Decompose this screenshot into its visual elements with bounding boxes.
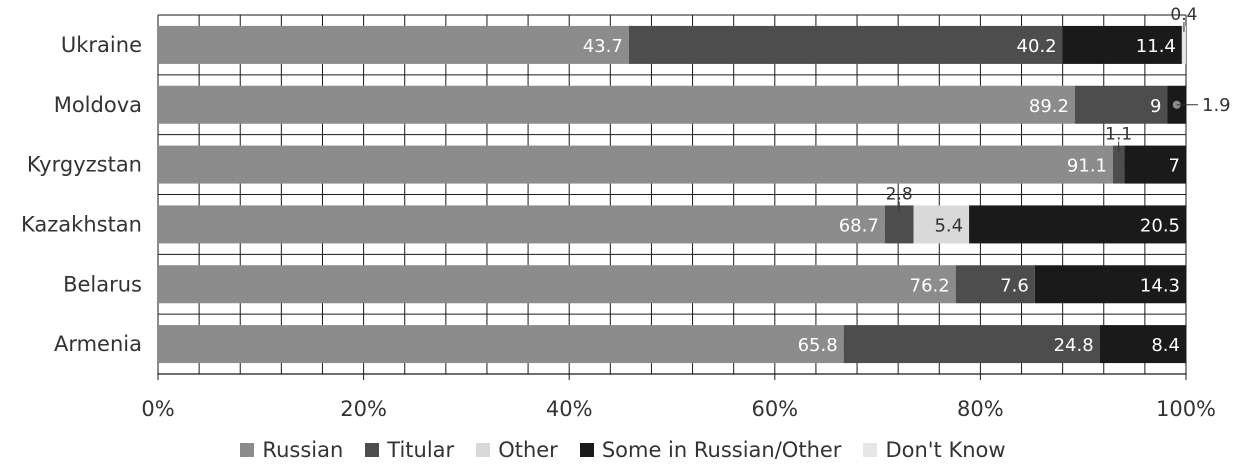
stacked-bar-chart: Ukraine 43.7 40.2 11.4 Moldova 89.2 9 Kyrgyzsta… xyxy=(21,5,1231,421)
bar-segment xyxy=(913,205,970,244)
data-label: 24.8 xyxy=(1054,335,1094,356)
bar-segment xyxy=(158,325,844,364)
callout-label: 1.9 xyxy=(1202,95,1231,116)
data-label: 5.4 xyxy=(934,215,963,236)
bar-segment xyxy=(1124,145,1186,184)
legend-label: Don't Know xyxy=(885,438,1006,462)
callout-label: 2.8 xyxy=(886,184,913,204)
data-label: 65.8 xyxy=(798,335,838,356)
category-label: Belarus xyxy=(63,272,142,296)
bar-segment xyxy=(1062,25,1182,64)
callout-label: 0.4 xyxy=(1170,5,1197,25)
bar-segment xyxy=(969,205,1186,244)
callout-label: 1.1 xyxy=(1105,125,1132,145)
data-label: 91.1 xyxy=(1067,156,1107,177)
data-label: 20.5 xyxy=(1140,215,1180,236)
legend-item: Other xyxy=(476,438,558,462)
category-label: Ukraine xyxy=(61,33,142,57)
legend-label: Russian xyxy=(262,438,344,462)
data-label: 14.3 xyxy=(1140,275,1180,296)
bar-segment xyxy=(1099,325,1186,364)
x-tick-label: 80% xyxy=(957,397,1004,421)
data-label: 89.2 xyxy=(1029,96,1069,117)
legend-item: Don't Know xyxy=(863,438,1006,462)
legend-item: Some in Russian/Other xyxy=(579,438,842,462)
bar-segment xyxy=(158,25,629,64)
data-label: 43.7 xyxy=(583,36,623,57)
legend-label: Some in Russian/Other xyxy=(601,438,842,462)
bar-segment xyxy=(1113,145,1125,184)
legend-item: Russian xyxy=(240,438,343,462)
bar-segment xyxy=(158,145,1114,184)
data-label: 8.4 xyxy=(1151,335,1180,356)
bar-segment xyxy=(843,325,1100,364)
category-label: Armenia xyxy=(54,332,142,356)
legend: Russian Titular Other Some in Russian/Other… xyxy=(0,438,1246,462)
data-label: 9 xyxy=(1150,96,1161,117)
category-label: Moldova xyxy=(54,93,142,117)
legend-swatch xyxy=(863,443,878,457)
legend-swatch xyxy=(365,443,380,457)
legend-swatch xyxy=(240,443,255,457)
legend-label: Other xyxy=(498,438,558,462)
bar-segment xyxy=(955,265,1035,304)
category-label: Kyrgyzstan xyxy=(27,153,142,177)
x-tick-label: 20% xyxy=(340,397,387,421)
legend-swatch xyxy=(579,443,594,457)
data-label: 68.7 xyxy=(839,215,879,236)
legend-label: Titular xyxy=(387,438,455,462)
category-label: Kazakhstan xyxy=(21,212,142,236)
data-label: 40.2 xyxy=(1017,36,1057,57)
x-tick-label: 40% xyxy=(546,397,593,421)
x-tick-label: 100% xyxy=(1156,397,1216,421)
legend-swatch xyxy=(476,443,491,457)
bar-segment xyxy=(1181,25,1186,64)
data-label: 7.6 xyxy=(1000,275,1029,296)
x-tick-label: 60% xyxy=(751,397,798,421)
legend-item: Titular xyxy=(365,438,454,462)
data-label: 7 xyxy=(1169,156,1180,177)
x-tick-label: 0% xyxy=(141,397,174,421)
bar-segment xyxy=(1034,265,1186,304)
bar-segment xyxy=(628,25,1063,64)
bar-segment xyxy=(158,85,1075,124)
bar-segment xyxy=(1074,85,1168,124)
data-label: 11.4 xyxy=(1136,36,1176,57)
bar-segment xyxy=(158,205,885,244)
data-label: 76.2 xyxy=(910,275,950,296)
bar-segment xyxy=(884,205,914,244)
bar-segment xyxy=(158,265,956,304)
